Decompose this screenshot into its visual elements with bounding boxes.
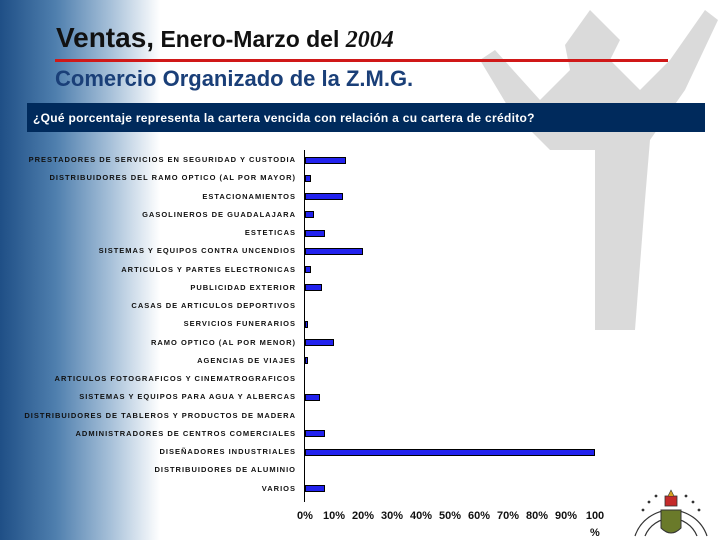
x-tick-label: 80% (525, 510, 549, 522)
chart-plot-area (305, 150, 595, 502)
title-underline (55, 59, 668, 62)
x-tick-label: 30% (380, 510, 404, 522)
bar (305, 229, 326, 237)
category-label: DISTRIBUIDORES DE TABLEROS Y PRODUCTOS D… (24, 410, 296, 420)
question-text: ¿Qué porcentaje representa la cartera ve… (33, 110, 535, 125)
category-label: DISEÑADORES INDUSTRIALES (159, 447, 296, 456)
category-label: ESTETICAS (244, 228, 296, 237)
category-label: ARTICULOS FOTOGRAFICOS Y CINEMATROGRAFIC… (54, 374, 296, 383)
category-label: RAMO OPTICO (AL POR MENOR) (150, 337, 296, 347)
title-part1: Ventas, (56, 22, 155, 53)
category-label: ARTICULOS Y PARTES ELECTRONICAS (121, 264, 296, 274)
x-tick-label: 10% (322, 510, 346, 522)
bar (305, 247, 363, 255)
category-label: SISTEMAS Y EQUIPOS PARA AGUA Y ALBERCAS (79, 392, 296, 402)
x-tick-label: 90% (554, 510, 578, 522)
page-title: Ventas, Enero-Marzo del 2004 (56, 22, 394, 54)
x-tick-label: 0% (297, 510, 313, 522)
title-part2: Enero-Marzo del (154, 26, 346, 52)
x-tick-label: 50% (438, 510, 462, 522)
category-label: DISTRIBUIDORES DEL RAMO OPTICO (AL POR M… (49, 173, 296, 183)
x-tick-label: 40% (409, 510, 433, 522)
title-year: 2004 (345, 27, 394, 53)
bar (305, 485, 326, 492)
statue-silhouette-icon (480, 10, 718, 330)
bar (305, 193, 343, 200)
bar (305, 357, 308, 365)
page-subtitle: Comercio Organizado de la Z.M.G. (55, 66, 414, 91)
x-tick-label: 20% (351, 510, 375, 522)
y-axis-line (304, 150, 305, 502)
category-label: SERVICIOS FUNERARIOS (183, 319, 296, 329)
bar (305, 320, 308, 328)
camara-de-comercio-seal-icon (634, 489, 708, 537)
category-label: CASAS DE ARTICULOS DEPORTIVOS (131, 301, 296, 310)
category-label: VARIOS (261, 483, 296, 493)
decorative-left-band (0, 0, 160, 540)
category-label: SISTEMAS Y EQUIPOS CONTRA UNCENDIOS (98, 246, 296, 256)
x-tick-label: 100 (585, 510, 605, 522)
bar (305, 211, 314, 219)
x-tick-label: 60% (467, 510, 491, 522)
category-label: AGENCIAS DE VIAJES (197, 355, 296, 365)
category-label: DISTRIBUIDORES DE ALUMINIO (154, 465, 296, 475)
question-banner: ¿Qué porcentaje representa la cartera ve… (27, 103, 705, 132)
bar (305, 156, 346, 164)
category-label: PRESTADORES DE SERVICIOS EN SEGURIDAD Y … (28, 155, 296, 164)
bar (305, 174, 311, 182)
category-label: GASOLINEROS DE GUADALAJARA (142, 209, 296, 219)
category-label: ESTACIONAMIENTOS (202, 191, 296, 201)
category-label: PUBLICIDAD EXTERIOR (190, 282, 296, 292)
bar (305, 430, 326, 438)
category-label: ADMINISTRADORES DE CENTROS COMERCIALES (75, 428, 296, 438)
bar (305, 284, 323, 292)
bar (305, 448, 595, 456)
bar (305, 266, 311, 273)
bar (305, 393, 320, 401)
x-tick-label: 70% (496, 510, 520, 522)
bar (305, 339, 334, 346)
x-axis-unit: % (590, 527, 600, 539)
